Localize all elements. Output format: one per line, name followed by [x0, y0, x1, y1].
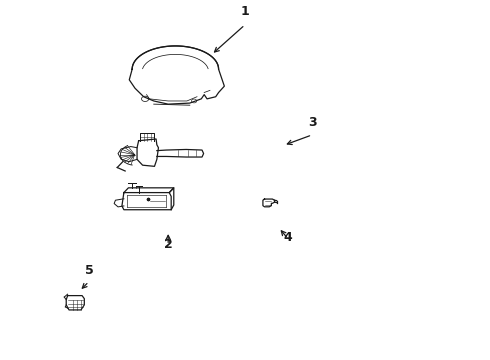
Text: 3: 3 — [308, 116, 317, 129]
Text: 5: 5 — [85, 264, 93, 277]
Text: 2: 2 — [164, 238, 172, 251]
Text: 1: 1 — [241, 5, 249, 18]
Text: 4: 4 — [284, 230, 293, 243]
